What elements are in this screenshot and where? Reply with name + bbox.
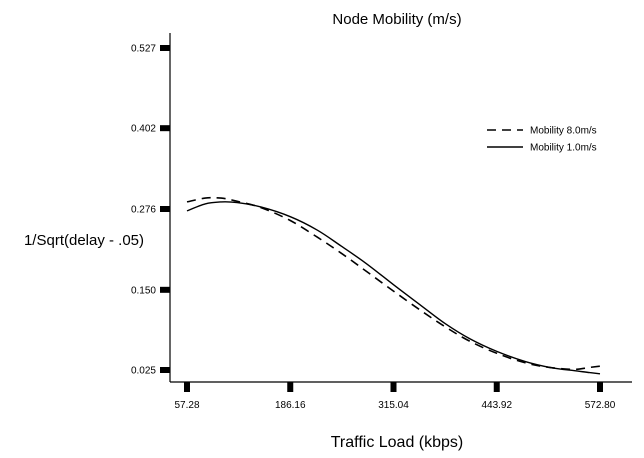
y-tick-label: 0.150 bbox=[131, 285, 156, 296]
y-tick-mark bbox=[160, 45, 170, 51]
x-tick-label: 572.80 bbox=[585, 400, 616, 411]
y-tick-mark bbox=[160, 125, 170, 132]
x-axis-label: Traffic Load (kbps) bbox=[331, 434, 464, 451]
series-layer bbox=[186, 196, 601, 375]
series-line-mobility-8 bbox=[186, 196, 601, 371]
chart-title: Node Mobility (m/s) bbox=[332, 11, 461, 28]
x-tick-label: 57.28 bbox=[174, 400, 199, 411]
x-tick-mark bbox=[493, 382, 500, 392]
y-axis-label: 1/Sqrt(delay - .05) bbox=[24, 232, 144, 249]
series-line-mobility-1 bbox=[186, 201, 601, 375]
x-tick-label: 315.04 bbox=[378, 400, 409, 411]
y-tick-label: 0.025 bbox=[131, 366, 156, 377]
x-tick-mark bbox=[390, 382, 397, 392]
x-tick-mark bbox=[597, 382, 603, 392]
legend-label: Mobility 8.0m/s bbox=[530, 126, 597, 137]
y-tick-mark bbox=[160, 367, 170, 373]
legend-label: Mobility 1.0m/s bbox=[530, 143, 597, 154]
y-ticks: 0.527 0.402 0.276 0.150 0.025 bbox=[131, 44, 170, 377]
x-ticks: 57.28 186.16 315.04 443.92 572.80 bbox=[174, 382, 616, 411]
y-tick-mark bbox=[160, 286, 170, 293]
x-tick-label: 186.16 bbox=[275, 400, 306, 411]
x-tick-label: 443.92 bbox=[481, 400, 512, 411]
x-tick-mark bbox=[287, 382, 294, 392]
y-tick-mark bbox=[160, 206, 170, 212]
y-tick-label: 0.527 bbox=[131, 44, 156, 55]
y-tick-label: 0.402 bbox=[131, 124, 156, 135]
legend: Mobility 8.0m/s Mobility 1.0m/s bbox=[487, 126, 597, 154]
x-tick-mark bbox=[184, 382, 190, 392]
y-tick-label: 0.276 bbox=[131, 205, 156, 216]
